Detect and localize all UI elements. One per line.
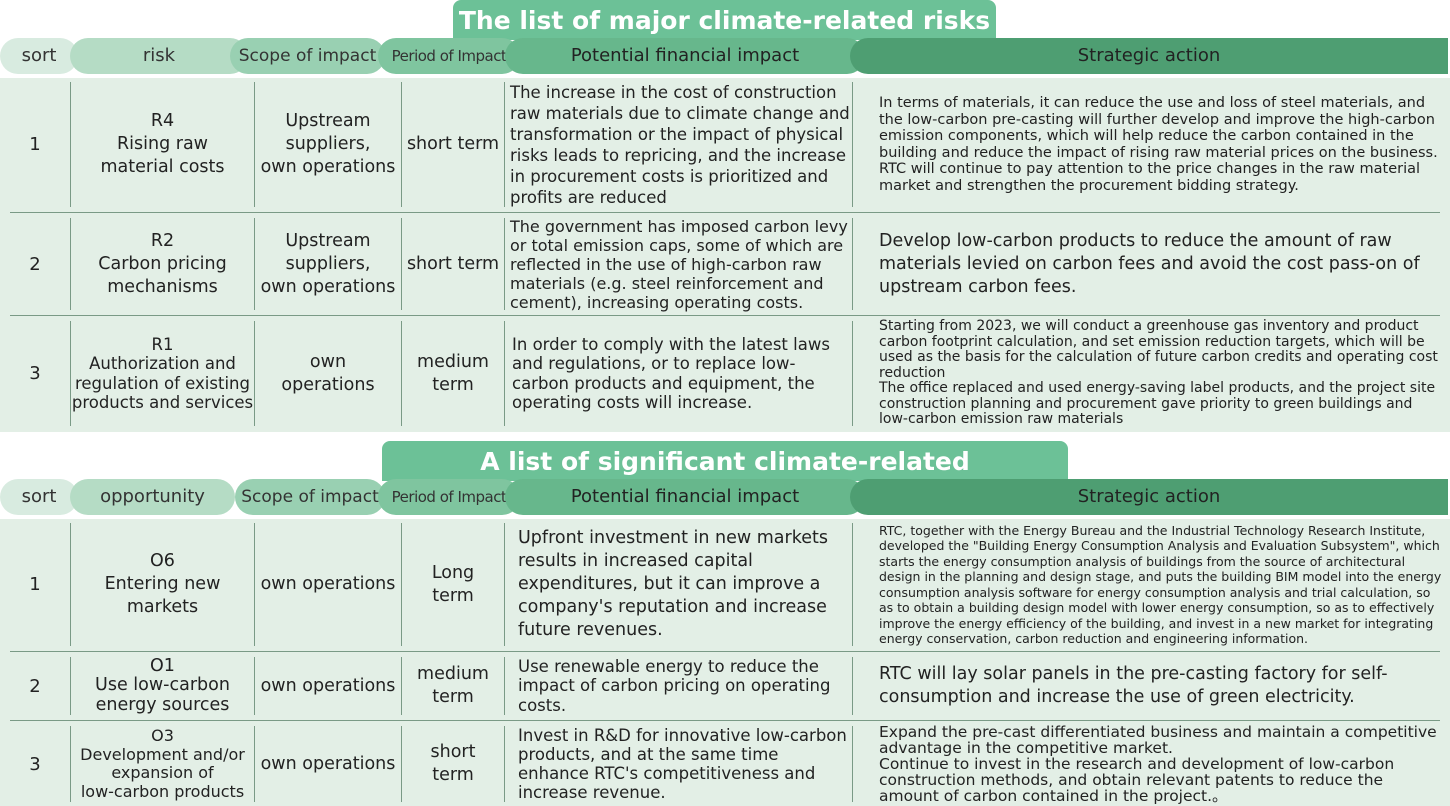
row-period: short term xyxy=(406,134,500,154)
row-scope: own operations xyxy=(281,351,375,395)
row-financial-impact: Upfront investment in new markets result… xyxy=(518,528,828,640)
row-sort: 1 xyxy=(29,134,41,155)
row-risk: R2 Carbon pricing mechanisms xyxy=(98,230,227,297)
header-strategic-action: Strategic action xyxy=(850,38,1448,74)
risks-header-row: sort risk Scope of impact Period of Impa… xyxy=(0,38,1450,76)
row-financial-impact: In order to comply with the latest laws … xyxy=(512,334,830,413)
row-period: medium term xyxy=(417,664,489,707)
risks-section: The list of major climate-related risks … xyxy=(0,0,1450,432)
row-strategic-action: RTC will lay solar panels in the pre-cas… xyxy=(879,664,1388,707)
header-financial-impact: Potential financial impact xyxy=(505,479,865,515)
row-sort: 2 xyxy=(29,253,41,275)
row-opportunity: O1 Use low-carbon energy sources xyxy=(95,655,230,715)
row-period: Long term xyxy=(431,562,475,606)
header-strategic-action: Strategic action xyxy=(850,479,1448,515)
row-scope: own operations xyxy=(260,574,396,594)
table-row: 3 O3 Development and/or expansion of low… xyxy=(0,722,1450,806)
row-sort: 3 xyxy=(29,363,41,384)
header-opportunity: opportunity xyxy=(70,479,235,515)
row-risk: R4 Rising raw material costs xyxy=(100,111,225,177)
row-financial-impact: The increase in the cost of construction… xyxy=(510,82,850,207)
table-row: 2 O1 Use low-carbon energy sources own o… xyxy=(0,653,1450,719)
row-financial-impact: Invest in R&D for innovative low-carbon … xyxy=(518,726,847,802)
row-period: medium term xyxy=(417,351,489,395)
opportunities-section: A list of significant climate-related op… xyxy=(0,441,1450,806)
row-opportunity: O3 Development and/or expansion of low-c… xyxy=(80,726,245,801)
row-scope: Upstream suppliers, own operations xyxy=(260,230,396,297)
row-financial-impact: The government has imposed carbon levy o… xyxy=(510,216,848,312)
header-period: Period of Impact xyxy=(378,38,520,74)
row-sort: 3 xyxy=(29,753,41,775)
table-row: 2 R2 Carbon pricing mechanisms Upstream … xyxy=(0,214,1450,314)
row-strategic-action: Expand the pre-cast differentiated busin… xyxy=(879,723,1437,805)
row-strategic-action: RTC, together with the Energy Bureau and… xyxy=(879,522,1442,647)
row-period: short term xyxy=(430,742,476,785)
row-strategic-action: In terms of materials, it can reduce the… xyxy=(879,95,1438,194)
header-scope: Scope of impact xyxy=(230,38,385,74)
opportunities-title: A list of significant climate-related op… xyxy=(382,441,1068,518)
row-scope: own operations xyxy=(260,753,396,774)
row-strategic-action: Starting from 2023, we will conduct a gr… xyxy=(879,318,1438,428)
table-row: 1 O6 Entering new markets own operations… xyxy=(0,519,1450,650)
opportunities-table-body: 1 O6 Entering new markets own operations… xyxy=(0,519,1450,806)
header-risk: risk xyxy=(70,38,248,74)
row-financial-impact: Use renewable energy to reduce the impac… xyxy=(518,656,831,715)
header-financial-impact: Potential financial impact xyxy=(505,38,865,74)
row-opportunity: O6 Entering new markets xyxy=(104,551,221,617)
header-sort: sort xyxy=(0,38,78,74)
risks-table-body: 1 R4 Rising raw material costs Upstream … xyxy=(0,78,1450,432)
row-period: short term xyxy=(406,253,500,274)
row-sort: 2 xyxy=(29,675,41,697)
table-row: 3 R1 Authorization and regulation of exi… xyxy=(0,317,1450,430)
row-scope: own operations xyxy=(260,675,396,696)
row-strategic-action: Develop low-carbon products to reduce th… xyxy=(879,230,1420,297)
header-scope: Scope of impact xyxy=(235,479,385,515)
row-scope: Upstream suppliers, own operations xyxy=(260,111,396,177)
header-period: Period of Impact xyxy=(378,479,520,515)
row-sort: 1 xyxy=(29,574,41,595)
header-sort: sort xyxy=(0,479,78,515)
risks-title: The list of major climate-related risks xyxy=(453,0,996,40)
table-row: 1 R4 Rising raw material costs Upstream … xyxy=(0,78,1450,211)
row-risk: R1 Authorization and regulation of exist… xyxy=(71,334,254,413)
opportunities-header-row: sort opportunity Scope of impact Period … xyxy=(0,479,1450,517)
